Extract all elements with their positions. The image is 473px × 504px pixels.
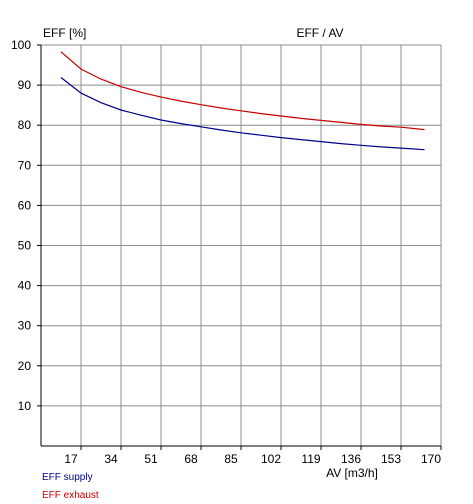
- series-line-supply: [60, 77, 425, 151]
- y-tick-label: 90: [18, 78, 32, 92]
- y-tick-label: 70: [18, 158, 32, 172]
- y-tick-label: 30: [18, 319, 32, 333]
- x-tick-label: 119: [301, 452, 320, 466]
- chart-title: EFF / AV: [296, 26, 343, 40]
- y-tick-label: 10: [18, 399, 32, 413]
- legend-item-supply: EFF supply: [42, 472, 93, 483]
- x-tick-label: 51: [144, 452, 158, 466]
- grid: [41, 44, 442, 446]
- series-lines: [60, 51, 425, 151]
- x-tick-label: 136: [341, 452, 361, 466]
- y-tick-label: 50: [18, 239, 32, 253]
- y-tick-label: 20: [18, 359, 32, 373]
- y-tick-label: 80: [18, 118, 32, 132]
- legend-item-exhaust: EFF exhaust: [42, 490, 99, 501]
- axes: [37, 44, 442, 450]
- x-tick-label: 170: [421, 452, 441, 466]
- tick-labels: 10 20 30 40 50 60 70 80 90 100 17 34 51 68 85 102 119 136…: [11, 38, 441, 466]
- x-axis-label: AV [m3/h]: [326, 466, 378, 480]
- x-tick-label: 153: [381, 452, 401, 466]
- y-axis-label: EFF [%]: [43, 26, 86, 40]
- x-tick-label: 34: [104, 452, 118, 466]
- x-tick-label: 68: [184, 452, 198, 466]
- series-line-exhaust: [60, 51, 425, 131]
- y-tick-label: 60: [18, 198, 32, 212]
- y-tick-label: 100: [11, 38, 31, 52]
- x-tick-label: 85: [224, 452, 238, 466]
- y-tick-label: 40: [18, 279, 32, 293]
- x-tick-label: 17: [64, 452, 78, 466]
- x-tick-label: 102: [261, 452, 281, 466]
